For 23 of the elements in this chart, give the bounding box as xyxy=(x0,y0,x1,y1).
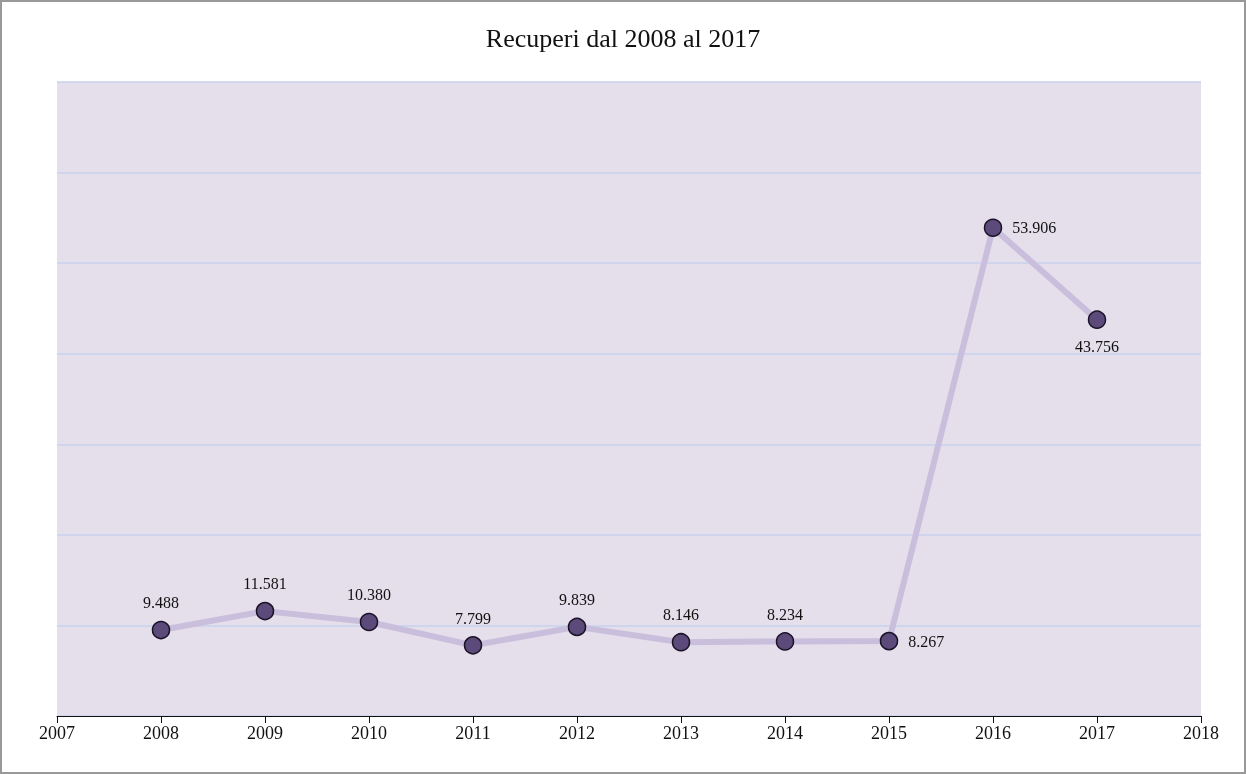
data-label: 8.267 xyxy=(908,632,945,650)
data-label: 7.799 xyxy=(455,609,491,627)
x-tick-label: 2008 xyxy=(143,723,179,743)
x-tick-label: 2018 xyxy=(1183,723,1219,743)
data-label: 8.234 xyxy=(767,605,803,623)
data-label: 9.488 xyxy=(143,594,179,612)
data-label: 53.906 xyxy=(1012,219,1057,237)
data-label: 11.581 xyxy=(243,575,287,593)
x-tick-label: 2012 xyxy=(559,723,595,743)
x-tick-label: 2016 xyxy=(975,723,1011,743)
x-tick-label: 2014 xyxy=(767,723,803,743)
data-label: 43.756 xyxy=(1075,338,1119,356)
chart-title: Recuperi dal 2008 al 2017 xyxy=(485,23,761,53)
x-tick-label: 2010 xyxy=(351,723,387,743)
x-tick-label: 2017 xyxy=(1079,723,1115,743)
x-tick-label: 2011 xyxy=(455,723,491,743)
x-tick-label: 2015 xyxy=(871,723,907,743)
data-label: 8.146 xyxy=(663,606,699,624)
x-tick-label: 2007 xyxy=(39,723,75,743)
data-label: 10.380 xyxy=(347,586,391,604)
data-label: 9.839 xyxy=(559,591,595,609)
x-tick-label: 2013 xyxy=(663,723,699,743)
x-tick-label: 2009 xyxy=(247,723,283,743)
